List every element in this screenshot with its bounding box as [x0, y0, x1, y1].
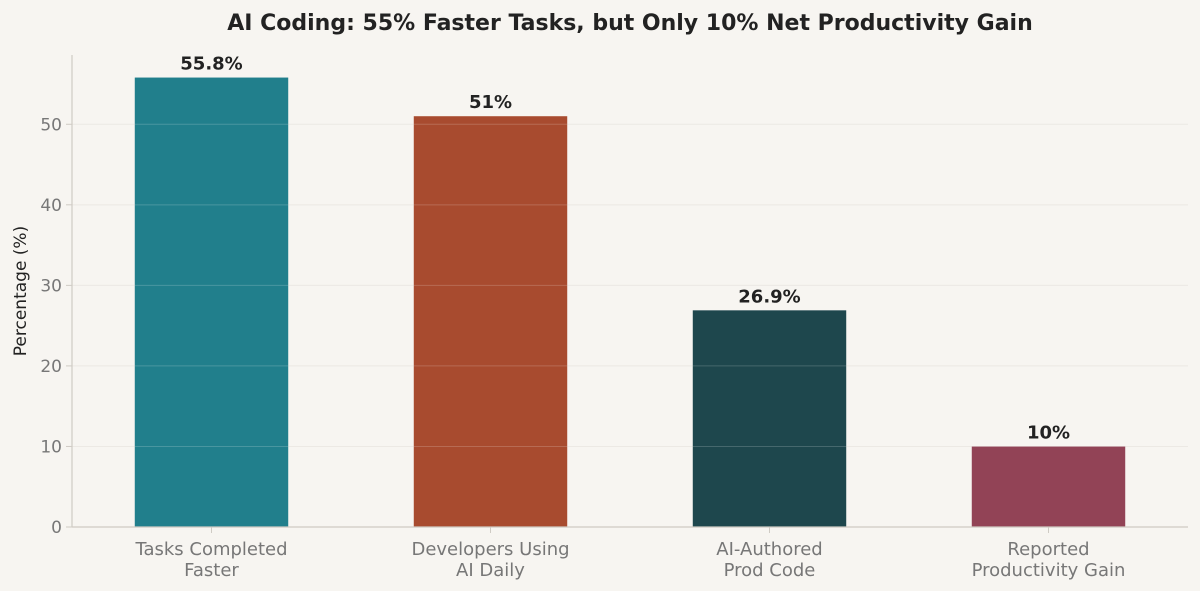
bars	[72, 77, 1188, 527]
data-label: 55.8%	[180, 54, 242, 75]
chart-title: AI Coding: 55% Faster Tasks, but Only 10…	[227, 11, 1033, 36]
data-label: 10%	[1027, 422, 1070, 443]
x-tick-label: AI Daily	[456, 560, 525, 581]
x-tick-label: Developers Using	[411, 539, 569, 560]
y-tick-label: 20	[40, 357, 62, 377]
y-tick-label: 10	[40, 437, 62, 457]
y-axis-label: Percentage (%)	[11, 226, 31, 356]
x-tick-label: Productivity Gain	[972, 560, 1126, 581]
data-label: 26.9%	[738, 286, 800, 307]
y-tick-label: 30	[40, 276, 62, 296]
bar	[971, 446, 1126, 527]
data-label: 51%	[469, 92, 512, 113]
x-tick-label: Faster	[184, 560, 239, 581]
y-tick-label: 50	[40, 115, 62, 135]
x-tick-label: Reported	[1007, 539, 1089, 560]
bar	[134, 77, 289, 527]
bar	[692, 310, 847, 527]
x-tick-label: Prod Code	[724, 560, 816, 581]
y-tick-label: 40	[40, 196, 62, 216]
y-tick-label: 0	[51, 518, 62, 538]
axes	[66, 55, 1188, 533]
x-tick-label: Tasks Completed	[134, 539, 287, 560]
x-tick-label: AI-Authored	[716, 539, 822, 560]
bar	[413, 116, 568, 527]
